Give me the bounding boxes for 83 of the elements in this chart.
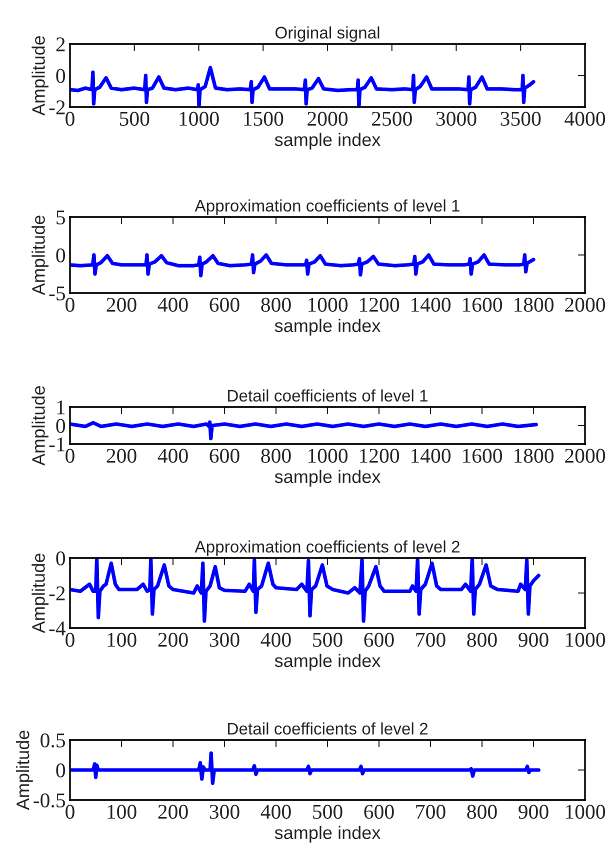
x-tick-label: 1200 <box>360 448 400 463</box>
x-tick-label: 2000 <box>565 298 606 312</box>
x-axis-title: sample index <box>274 654 380 671</box>
y-tick-label: -2 <box>49 100 65 114</box>
x-tick-label: 2000 <box>565 448 606 463</box>
y-axis-title: Amplitude <box>32 216 48 296</box>
x-tick-label: 800 <box>467 632 497 647</box>
x-tick-label: 1000 <box>308 298 348 312</box>
y-tick-label: -0.5 <box>34 793 66 808</box>
chart-title: Detail coefficients of level 1 <box>228 389 428 402</box>
x-tick-label: 1000 <box>566 632 606 647</box>
x-tick-label: 1600 <box>463 298 502 312</box>
x-axis-title: sample index <box>274 132 380 150</box>
y-tick-label: 5 <box>56 210 66 224</box>
x-tick-label: 500 <box>313 804 342 819</box>
x-tick-label: 800 <box>261 298 291 312</box>
x-tick-label: 1800 <box>514 298 554 312</box>
y-tick-label: 0 <box>56 551 66 566</box>
line-series <box>70 751 540 786</box>
y-tick-label: -5 <box>49 286 66 300</box>
y-tick-label: -4 <box>49 622 66 636</box>
x-tick-label: 1200 <box>360 298 400 312</box>
y-tick-label: -1 <box>49 437 65 452</box>
x-tick-label: 1400 <box>412 448 451 463</box>
x-tick-label: 900 <box>518 804 548 819</box>
chart-title: Original signal <box>275 26 380 42</box>
x-tick-label: 1000 <box>308 448 348 463</box>
y-axis-title: Amplitude <box>32 36 48 116</box>
x-tick-label: 1000 <box>180 112 219 126</box>
chart-title: Approximation coefficients of level 1 <box>194 199 460 215</box>
x-tick-label: 3500 <box>500 112 541 126</box>
x-tick-label: 200 <box>158 804 188 819</box>
chart-title: Approximation coefficients of level 2 <box>194 540 460 556</box>
x-axis-title: sample index <box>274 318 380 336</box>
x-tick-label: 300 <box>210 804 240 819</box>
x-tick-label: 600 <box>210 448 240 463</box>
y-tick-label: 0 <box>56 418 66 433</box>
y-tick-label: 0.5 <box>40 733 66 748</box>
line-series <box>70 420 538 440</box>
y-tick-label: 0 <box>56 68 66 83</box>
chart-title: Detail coefficients of level 2 <box>228 722 428 735</box>
x-tick-label: 200 <box>106 298 136 312</box>
x-tick-label: 100 <box>108 804 136 819</box>
x-tick-label: 800 <box>467 804 497 819</box>
x-tick-label: 400 <box>158 298 188 312</box>
y-tick-label: 1 <box>57 400 65 414</box>
x-tick-label: 200 <box>106 448 136 463</box>
x-tick-label: 1600 <box>463 448 502 463</box>
x-tick-label: 100 <box>108 632 136 647</box>
x-tick-label: 3000 <box>436 112 476 126</box>
y-tick-label: 0 <box>56 248 66 262</box>
y-tick-label: -2 <box>49 586 65 600</box>
x-tick-label: 400 <box>260 804 291 819</box>
x-axis-title: sample index <box>274 826 380 843</box>
x-axis-title: sample index <box>274 470 380 487</box>
x-tick-label: 800 <box>261 448 291 463</box>
x-tick-label: 600 <box>364 804 394 819</box>
y-axis-title: Amplitude <box>16 730 33 810</box>
x-tick-label: 1400 <box>412 298 451 312</box>
y-tick-label: 2 <box>56 37 65 52</box>
x-tick-label: 1500 <box>244 112 284 126</box>
x-tick-label: 2000 <box>308 112 348 126</box>
x-tick-label: 900 <box>518 632 548 647</box>
x-tick-label: 4000 <box>564 112 606 126</box>
x-tick-label: 500 <box>120 112 150 126</box>
x-tick-label: 300 <box>210 632 240 647</box>
x-tick-label: 200 <box>158 632 188 647</box>
line-series <box>70 558 540 623</box>
y-axis-title: Amplitude <box>32 386 48 466</box>
x-tick-label: 400 <box>158 448 188 463</box>
line-series <box>70 253 536 278</box>
x-tick-label: 1800 <box>514 448 554 463</box>
x-tick-label: 400 <box>260 632 291 647</box>
y-axis-title: Amplitude <box>32 554 48 634</box>
x-tick-label: 2500 <box>372 112 412 126</box>
x-tick-label: 600 <box>210 298 240 312</box>
x-tick-label: 600 <box>364 632 394 647</box>
y-tick-label: 0 <box>56 763 66 778</box>
line-series <box>70 66 536 107</box>
x-tick-label: 700 <box>416 632 446 647</box>
x-tick-label: 700 <box>416 804 446 819</box>
x-tick-label: 500 <box>313 632 342 647</box>
x-tick-label: 1000 <box>566 804 606 819</box>
